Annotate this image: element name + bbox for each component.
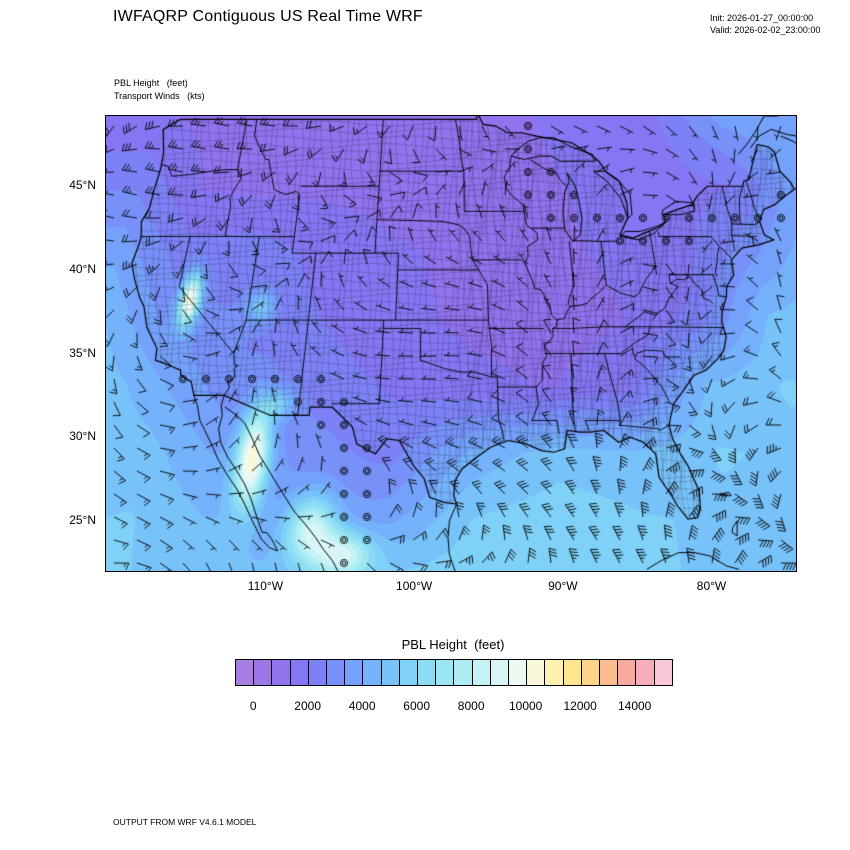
- footer-note: OUTPUT FROM WRF V4.6.1 MODEL WE = 580 ; …: [113, 795, 447, 850]
- colorbar-cell: [454, 660, 473, 685]
- colorbar-cell: [509, 660, 528, 685]
- init-valid-block: Init: 2026-01-27_00:00:00 Valid: 2026-02…: [710, 12, 820, 36]
- colorbar: [235, 659, 673, 686]
- colorbar-tick-label: 6000: [403, 699, 431, 713]
- colorbar-cell: [327, 660, 346, 685]
- colorbar-cell: [236, 660, 255, 685]
- colorbar-tick-label: 10000: [508, 699, 543, 713]
- winds-label: Transport Winds (kts): [114, 91, 205, 101]
- colorbar-cell: [290, 660, 309, 685]
- colorbar-cell: [618, 660, 637, 685]
- colorbar-cell: [654, 660, 672, 685]
- colorbar-cell: [381, 660, 400, 685]
- lon-tick-label: 80°W: [696, 579, 727, 593]
- colorbar-cell: [636, 660, 655, 685]
- init-time: Init: 2026-01-27_00:00:00: [710, 13, 814, 23]
- colorbar-tick-label: 4000: [348, 699, 376, 713]
- lat-tick-label: 40°N: [69, 261, 96, 276]
- colorbar-cell: [399, 660, 419, 685]
- colorbar-cell: [472, 660, 491, 685]
- lat-tick-label: 35°N: [69, 345, 96, 360]
- colorbar-cell: [545, 660, 564, 685]
- colorbar-tick-label: 0: [249, 699, 257, 713]
- colorbar-title: PBL Height (feet): [401, 637, 505, 652]
- lat-tick-label: 25°N: [69, 512, 96, 527]
- colorbar-cell: [563, 660, 582, 685]
- colorbar-cell: [490, 660, 510, 685]
- lat-tick-label: 45°N: [69, 178, 96, 193]
- map-canvas: [106, 116, 796, 571]
- colorbar-cell: [308, 660, 328, 685]
- colorbar-cell: [345, 660, 364, 685]
- colorbar-cell: [581, 660, 601, 685]
- field-label: PBL Height (feet): [114, 78, 188, 88]
- colorbar-cell: [600, 660, 619, 685]
- colorbar-tick-label: 2000: [294, 699, 322, 713]
- colorbar-tick-label: 8000: [457, 699, 485, 713]
- colorbar-cell: [418, 660, 437, 685]
- colorbar-cell: [254, 660, 273, 685]
- lon-tick-label: 100°W: [396, 579, 433, 593]
- lat-tick-label: 30°N: [69, 429, 96, 444]
- colorbar-cell: [363, 660, 382, 685]
- colorbar-cell: [527, 660, 546, 685]
- lon-tick-label: 90°W: [548, 579, 578, 593]
- valid-time: Valid: 2026-02-02_23:00:00: [710, 25, 821, 35]
- colorbar-tick-label: 12000: [563, 699, 597, 713]
- footer-line-1: OUTPUT FROM WRF V4.6.1 MODEL: [113, 817, 257, 827]
- colorbar-cell: [272, 660, 291, 685]
- map-area: [105, 115, 797, 572]
- colorbar-tick-label: 14000: [617, 699, 652, 713]
- lon-tick-label: 110°W: [247, 579, 284, 593]
- page-title: IWFAQRP Contiguous US Real Time WRF: [113, 8, 423, 25]
- colorbar-cell: [436, 660, 455, 685]
